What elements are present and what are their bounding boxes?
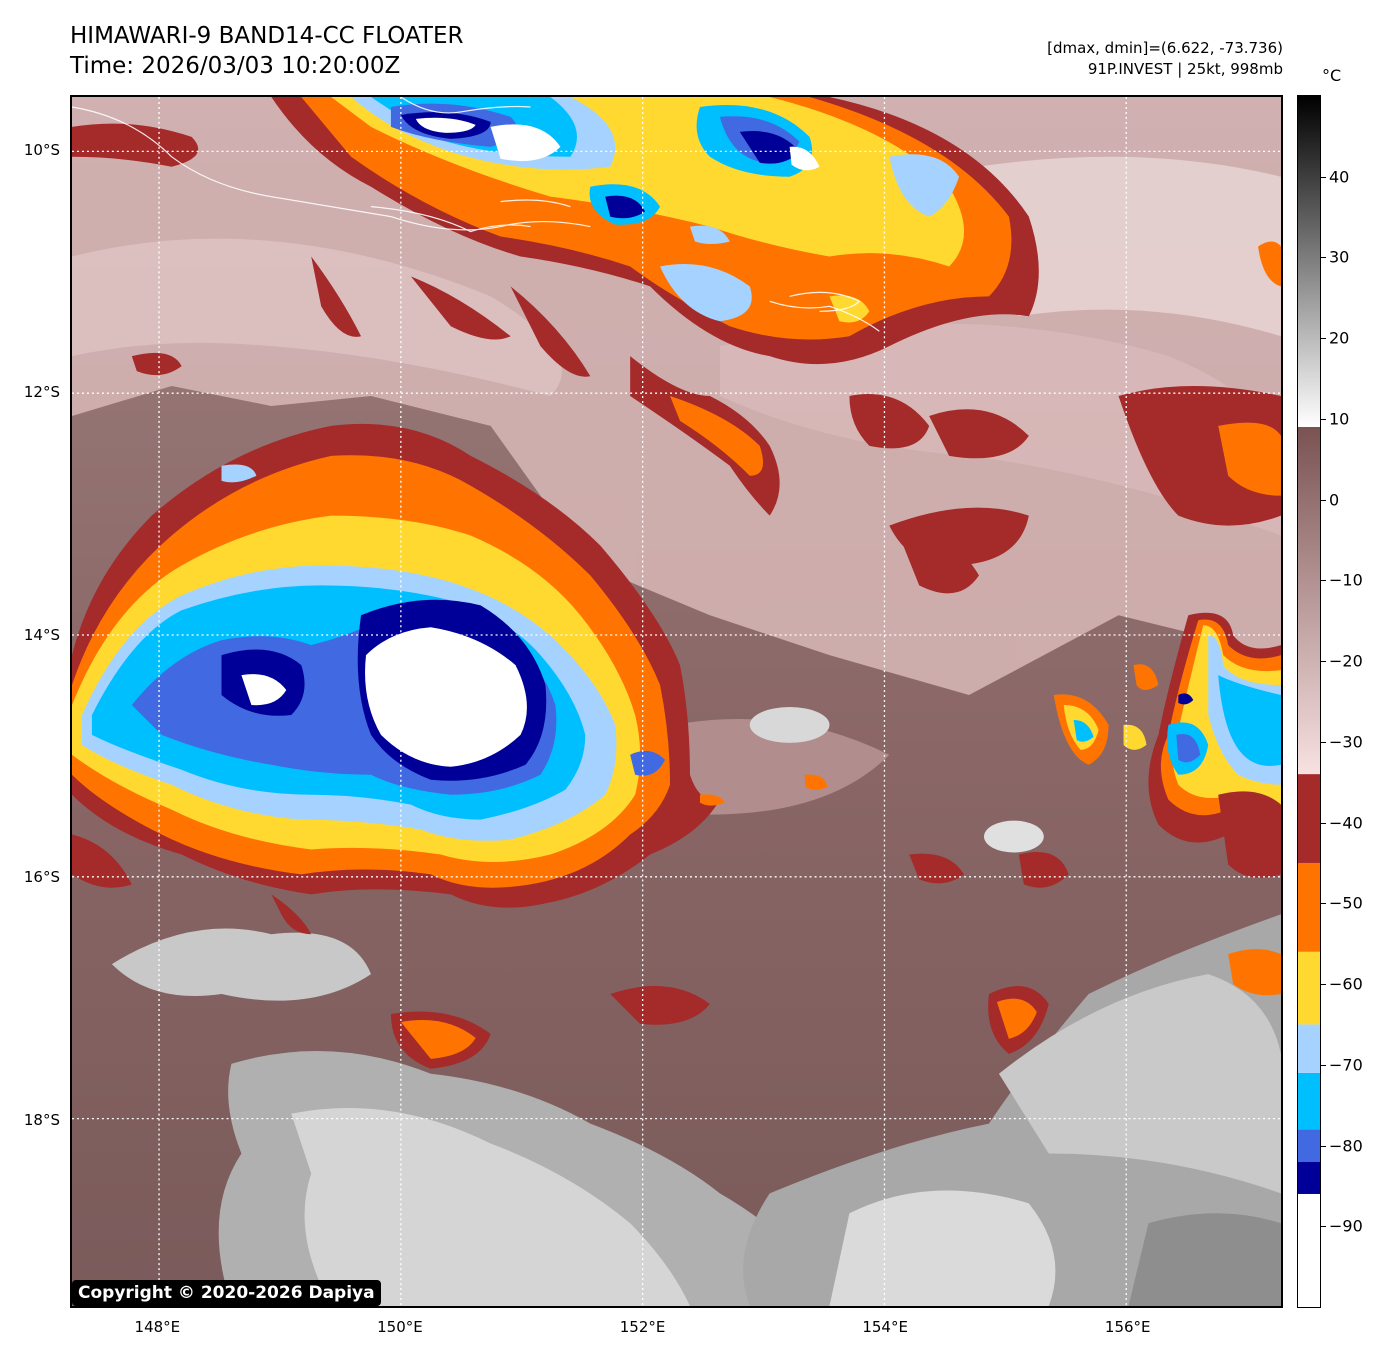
storm-info-text: 91P.INVEST | 25kt, 998mb: [1087, 60, 1283, 78]
colorbar-tick-label: 20: [1329, 328, 1350, 348]
colorbar-segment: [1298, 1161, 1320, 1194]
colorbar-tick-label: −60: [1329, 974, 1363, 994]
colorbar-tick-mark: [1321, 499, 1326, 501]
colorbar-gradient: [1298, 96, 1320, 1307]
lat-label: 14°S: [23, 625, 60, 644]
colorbar-tick-label: −80: [1329, 1136, 1363, 1156]
lat-label: 16°S: [23, 868, 60, 887]
colorbar-tick-label: 10: [1329, 409, 1350, 429]
colorbar-tick-mark: [1321, 418, 1326, 420]
colorbar-segment: [1298, 1193, 1320, 1307]
colorbar-tick-label: −40: [1329, 813, 1363, 833]
colorbar-tick-mark: [1321, 741, 1326, 743]
colorbar: [1297, 95, 1321, 1308]
colorbar-tick-mark: [1321, 984, 1326, 986]
eastern-convection: [390, 507, 1281, 1069]
colorbar-tick-label: 30: [1329, 247, 1350, 267]
colorbar-tick-mark: [1321, 822, 1326, 824]
lat-label: 18°S: [23, 1110, 60, 1129]
colorbar-segment: [1298, 774, 1320, 863]
colorbar-tick-mark: [1321, 903, 1326, 905]
colorbar-tick-mark: [1321, 1064, 1326, 1066]
colorbar-tick-mark: [1321, 580, 1326, 582]
lon-label: 156°E: [1104, 1318, 1151, 1336]
colorbar-segment: [1298, 1072, 1320, 1130]
storm-91p-invest: [72, 423, 725, 935]
lon-label: 152°E: [619, 1318, 666, 1336]
colorbar-tick-label: −50: [1329, 893, 1363, 913]
colorbar-unit: °C: [1322, 66, 1342, 85]
lon-label: 148°E: [134, 1318, 181, 1336]
colorbar-segment-brown: [1298, 427, 1320, 775]
colorbar-tick-label: −90: [1329, 1216, 1363, 1236]
satellite-imagery: [72, 97, 1281, 1306]
coastline: [72, 97, 880, 332]
lon-label: 154°E: [862, 1318, 908, 1336]
copyright-notice: Copyright © 2020-2026 Dapiya: [72, 1280, 381, 1306]
lat-label: 10°S: [23, 140, 60, 159]
colorbar-tick-mark: [1321, 176, 1326, 178]
colorbar-segment: [1298, 862, 1320, 952]
colorbar-tick-mark: [1321, 1226, 1326, 1228]
colorbar-tick-label: −20: [1329, 651, 1363, 671]
lat-lon-gridlines: [72, 97, 1281, 1306]
colorbar-segment: [1298, 1129, 1320, 1162]
colorbar-segment: [1298, 951, 1320, 1025]
data-range-text: [dmax, dmin]=(6.622, -73.736): [1047, 39, 1283, 57]
colorbar-tick-mark: [1321, 661, 1326, 663]
chart-title: HIMAWARI-9 BAND14-CC FLOATER: [70, 23, 464, 49]
chart-subtitle-time: Time: 2026/03/03 10:20:00Z: [70, 53, 401, 79]
satellite-map[interactable]: [70, 95, 1283, 1308]
lon-label: 150°E: [377, 1318, 423, 1336]
northern-convection: [72, 97, 1281, 594]
lat-label: 12°S: [23, 383, 60, 402]
colorbar-tick-mark: [1321, 257, 1326, 259]
colorbar-tick-label: −10: [1329, 570, 1363, 590]
colorbar-tick-label: 40: [1329, 167, 1350, 187]
colorbar-segment: [1298, 1024, 1320, 1073]
colorbar-tick-mark: [1321, 338, 1326, 340]
colorbar-tick-label: 0: [1329, 490, 1340, 510]
colorbar-segment-gray: [1298, 96, 1320, 428]
warm-surface-areas: [111, 706, 1281, 1306]
colorbar-tick-label: −70: [1329, 1055, 1363, 1075]
colorbar-tick-label: −30: [1329, 732, 1363, 752]
colorbar-tick-mark: [1321, 1145, 1326, 1147]
